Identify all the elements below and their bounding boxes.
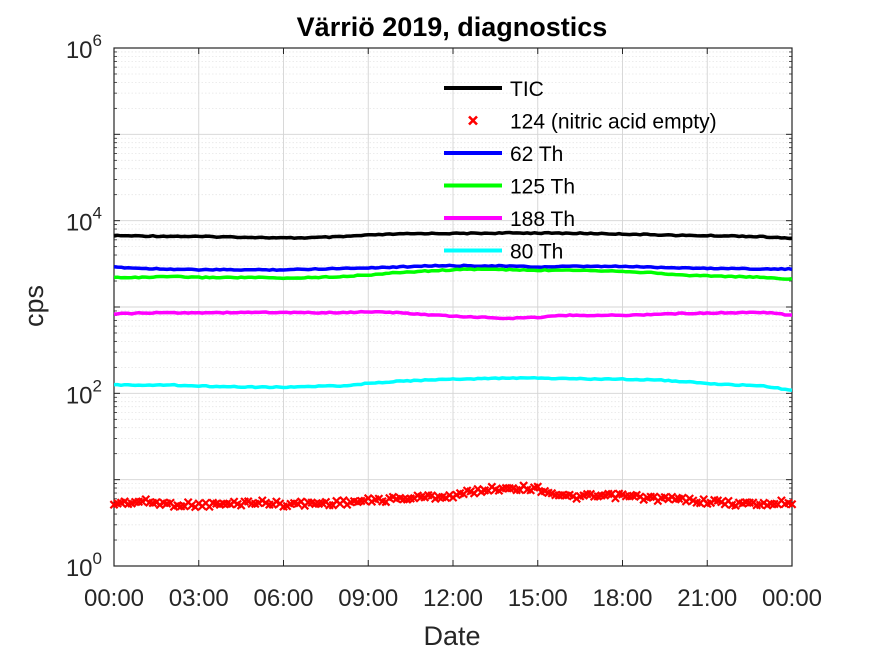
series-layer xyxy=(109,230,797,512)
legend: TIC 124 (nitric acid empty) 62 Th 125 Th 188… xyxy=(444,78,717,264)
legend-label: 125 Th xyxy=(510,176,575,199)
x-axis-label: Date xyxy=(423,621,480,651)
y-tick-exponent: 4 xyxy=(93,204,102,223)
data-point xyxy=(533,482,543,492)
x-tick-label: 00:00 xyxy=(84,585,144,612)
series-125-th xyxy=(113,267,793,281)
axis-ticks: 00:00 03:00 06:00 09:00 12:00 15:00 18:00 21:00… xyxy=(66,31,822,612)
x-tick-label: 00:00 xyxy=(762,585,822,612)
y-tick-base: 10 xyxy=(66,555,93,582)
y-tick-label: 102 xyxy=(66,376,102,409)
series-62-th xyxy=(113,263,793,272)
series-line xyxy=(113,267,793,281)
y-tick-label: 100 xyxy=(66,549,102,582)
x-tick-label: 12:00 xyxy=(423,585,483,612)
x-tick-label: 09:00 xyxy=(338,585,398,612)
series-line xyxy=(113,230,793,241)
grid xyxy=(114,48,792,566)
y-tick-label: 106 xyxy=(66,31,102,64)
x-tick-label: 15:00 xyxy=(508,585,568,612)
legend-label: 124 (nitric acid empty) xyxy=(510,111,717,134)
series-line xyxy=(114,375,793,392)
x-tick-label: 06:00 xyxy=(253,585,313,612)
y-axis-label: cps xyxy=(19,285,49,327)
legend-label: 62 Th xyxy=(510,143,563,166)
data-point xyxy=(787,499,797,509)
y-tick-label: 104 xyxy=(66,204,102,237)
series-188-th xyxy=(113,309,792,321)
chart-title: Värriö 2019, diagnostics xyxy=(297,12,608,42)
x-tick-label: 03:00 xyxy=(169,585,229,612)
y-tick-base: 10 xyxy=(66,37,93,64)
legend-label: TIC xyxy=(510,78,544,101)
y-tick-base: 10 xyxy=(66,210,93,237)
series-tic xyxy=(113,230,793,241)
series-80-th xyxy=(114,375,793,392)
y-tick-exponent: 0 xyxy=(93,549,102,568)
x-tick-label: 21:00 xyxy=(677,585,737,612)
series-line xyxy=(113,263,793,272)
y-tick-exponent: 6 xyxy=(93,31,102,50)
y-tick-base: 10 xyxy=(66,382,93,409)
x-tick-label: 18:00 xyxy=(592,585,652,612)
series-line xyxy=(113,309,792,321)
legend-label: 80 Th xyxy=(510,241,563,264)
legend-swatch xyxy=(468,115,478,126)
y-tick-exponent: 2 xyxy=(93,376,102,395)
legend-label: 188 Th xyxy=(510,208,575,231)
series-124-nitric-acid-empty xyxy=(109,481,797,512)
